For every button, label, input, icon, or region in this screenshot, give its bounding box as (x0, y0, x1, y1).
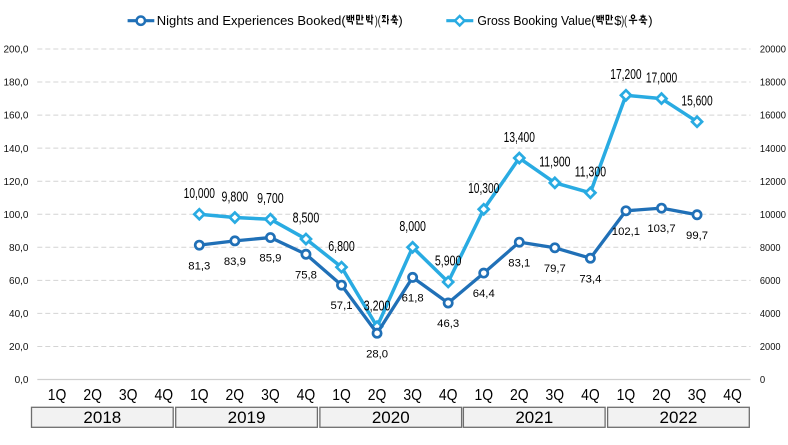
svg-text:79,7: 79,7 (544, 263, 566, 275)
svg-text:2000: 2000 (760, 341, 781, 353)
svg-text:1Q: 1Q (190, 387, 209, 404)
svg-text:4Q: 4Q (439, 387, 458, 404)
svg-text:160,0: 160,0 (3, 111, 28, 122)
svg-text:2Q: 2Q (368, 387, 387, 404)
svg-text:73,4: 73,4 (579, 273, 601, 285)
svg-text:11,300: 11,300 (575, 164, 606, 180)
svg-text:60,0: 60,0 (9, 276, 29, 287)
svg-text:64,4: 64,4 (473, 288, 495, 300)
svg-text:3,200: 3,200 (364, 298, 391, 314)
svg-text:83,9: 83,9 (224, 256, 246, 268)
svg-text:2018: 2018 (83, 408, 121, 427)
svg-text:10,300: 10,300 (468, 181, 499, 197)
svg-text:11,900: 11,900 (539, 155, 570, 171)
svg-text:8,500: 8,500 (293, 211, 320, 227)
svg-text:3Q: 3Q (403, 387, 422, 404)
svg-text:14000: 14000 (760, 143, 786, 155)
svg-text:140,0: 140,0 (3, 144, 28, 155)
svg-text:9,700: 9,700 (257, 191, 284, 207)
svg-text:Gross Booking Value(: Gross Booking Value( (477, 13, 596, 28)
svg-text:75,8: 75,8 (295, 269, 317, 281)
svg-text:100,0: 100,0 (3, 210, 28, 221)
svg-text:2022: 2022 (660, 408, 698, 427)
svg-text:2021: 2021 (515, 408, 553, 427)
svg-text:80,0: 80,0 (9, 243, 29, 254)
svg-text:200,0: 200,0 (3, 45, 28, 56)
svg-text:4Q: 4Q (154, 387, 173, 404)
svg-text:57,1: 57,1 (331, 300, 353, 312)
svg-text:2020: 2020 (372, 408, 410, 427)
svg-text:8,000: 8,000 (399, 219, 426, 235)
svg-text:6,800: 6,800 (328, 239, 355, 255)
svg-text:2Q: 2Q (652, 387, 671, 404)
svg-text:102,1: 102,1 (612, 226, 640, 238)
svg-text:40,0: 40,0 (9, 309, 29, 320)
svg-text:): ) (398, 13, 402, 28)
svg-text:1Q: 1Q (474, 387, 493, 404)
svg-text:$: $ (614, 13, 622, 28)
svg-text:5,900: 5,900 (435, 254, 462, 270)
svg-text:9,800: 9,800 (222, 189, 249, 205)
svg-text:)(: )( (621, 13, 627, 28)
svg-text:3Q: 3Q (261, 387, 280, 404)
svg-text:99,7: 99,7 (686, 230, 708, 242)
svg-text:18000: 18000 (760, 77, 786, 89)
svg-text:81,3: 81,3 (188, 260, 210, 272)
svg-text:2Q: 2Q (226, 387, 245, 404)
svg-text:10,000: 10,000 (184, 186, 215, 202)
svg-text:17,000: 17,000 (646, 70, 677, 86)
svg-text:20000: 20000 (760, 44, 786, 56)
svg-text:15,600: 15,600 (681, 93, 712, 109)
svg-text:16000: 16000 (760, 110, 786, 122)
svg-text:10000: 10000 (760, 209, 786, 221)
svg-text:4Q: 4Q (581, 387, 600, 404)
svg-text:2019: 2019 (228, 408, 266, 427)
svg-text:): ) (648, 13, 652, 28)
svg-text:28,0: 28,0 (366, 348, 388, 360)
svg-text:6000: 6000 (760, 275, 781, 287)
svg-text:1Q: 1Q (617, 387, 636, 404)
svg-text:4Q: 4Q (723, 387, 742, 404)
svg-text:0: 0 (760, 374, 765, 386)
svg-text:85,9: 85,9 (259, 253, 281, 265)
svg-text:83,1: 83,1 (508, 257, 530, 269)
svg-text:0,0: 0,0 (15, 375, 29, 386)
svg-text:61,8: 61,8 (402, 292, 424, 304)
svg-text:4Q: 4Q (297, 387, 316, 404)
svg-text:17,200: 17,200 (610, 67, 641, 83)
svg-text:2Q: 2Q (510, 387, 529, 404)
svg-text:20,0: 20,0 (9, 342, 29, 353)
svg-text:120,0: 120,0 (3, 177, 28, 188)
svg-text:1Q: 1Q (48, 387, 67, 404)
svg-text:Nights and Experiences Booked(: Nights and Experiences Booked( (157, 13, 347, 28)
svg-text:3Q: 3Q (546, 387, 565, 404)
svg-text:2Q: 2Q (83, 387, 102, 404)
svg-text:4000: 4000 (760, 308, 781, 320)
svg-text:13,400: 13,400 (504, 130, 535, 146)
svg-text:103,7: 103,7 (647, 223, 675, 235)
svg-text:3Q: 3Q (119, 387, 138, 404)
svg-text:3Q: 3Q (688, 387, 707, 404)
svg-text:)(: )( (375, 13, 381, 28)
svg-text:180,0: 180,0 (3, 78, 28, 89)
svg-text:8000: 8000 (760, 242, 781, 254)
svg-text:46,3: 46,3 (437, 318, 459, 330)
svg-text:12000: 12000 (760, 176, 786, 188)
svg-text:1Q: 1Q (332, 387, 351, 404)
